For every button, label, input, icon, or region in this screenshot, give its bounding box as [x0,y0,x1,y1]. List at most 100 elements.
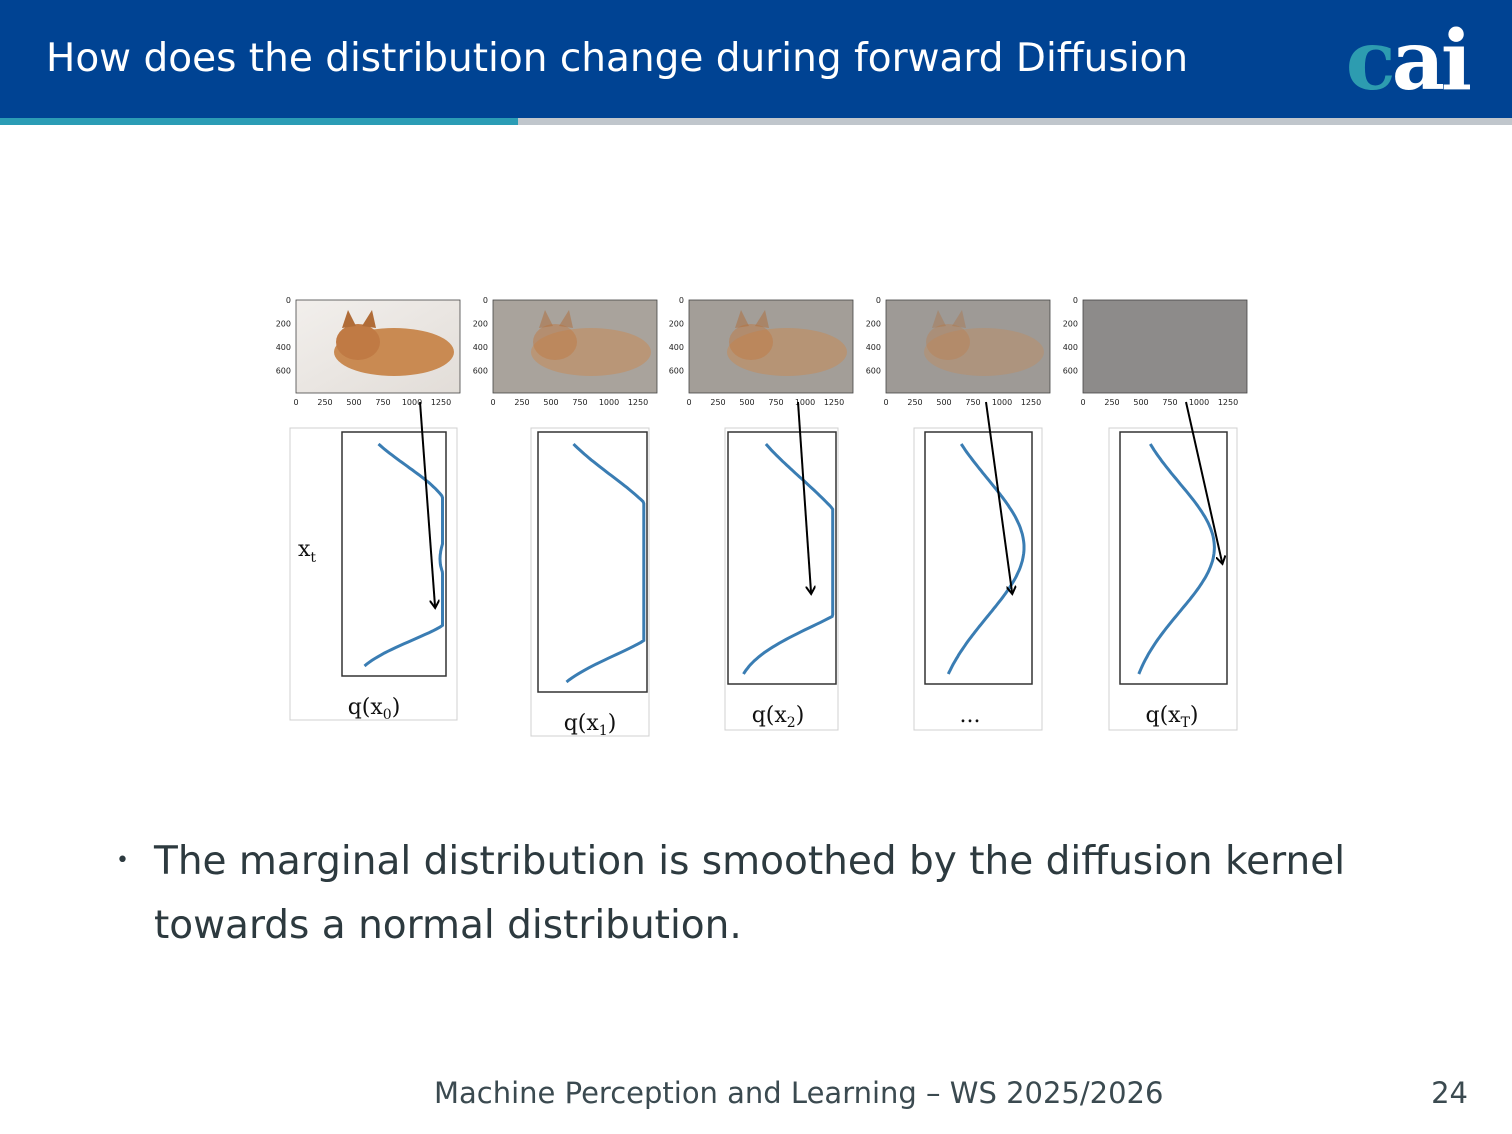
x-tick-label: 750 [965,398,980,407]
y-tick-label: 600 [669,367,684,376]
x-tick-label: 1250 [824,398,844,407]
density-curve [946,443,1026,675]
noisy-image-2: 0 200 400 600 0 250 500 750 1000 1250 [669,296,854,407]
label-close: ) [392,695,401,720]
x-tick-label: 750 [375,398,390,407]
y-tick-label: 400 [473,343,488,352]
label-main: q(x [752,703,788,728]
density-curve [1137,443,1216,675]
cai-logo: cai [1346,20,1472,102]
bullet-dot: • [116,848,129,873]
y-tick-label: 400 [669,343,684,352]
label-sub: 0 [383,707,392,723]
pixel-arrow [797,401,811,592]
x-tick-label: 1000 [1189,398,1209,407]
x-tick-label: 250 [514,398,529,407]
footer-course: Machine Perception and Learning – WS 202… [434,1076,1164,1110]
y-tick-label: 200 [866,320,881,329]
density-panel-1: q(x1) [530,427,650,739]
label-main: q(x [1145,703,1181,728]
y-tick-label: 400 [866,343,881,352]
y-tick-label: 0 [679,296,684,305]
label-sub: 1 [599,723,608,739]
panel-plot-frame [924,431,1033,685]
panel-outer-frame [530,427,650,737]
y-tick-label: 0 [286,296,291,305]
x-tick-label: 0 [1080,398,1085,407]
panel-label: q(x1) [564,711,617,739]
x-tick-label: 500 [739,398,754,407]
label-close: ) [796,703,805,728]
dog-ear [735,310,749,328]
panel-label: q(xT) [1145,703,1198,731]
x-tick-label: 500 [936,398,951,407]
density-panel-2: q(x2) [724,427,839,731]
dog-head [533,324,577,360]
panel-label: q(x2) [752,703,805,731]
dog-ear [342,310,356,328]
y-tick-label: 600 [1063,367,1078,376]
x-tick-label: 0 [293,398,298,407]
x-tick-label: 500 [543,398,558,407]
image-frame [1082,299,1248,394]
panel-plot-frame [1119,431,1228,685]
panel-outer-frame [289,427,458,721]
label-close: ) [608,711,617,736]
y-tick-label: 600 [866,367,881,376]
dog-ear [362,310,376,328]
dog-head [926,324,970,360]
panel-plot-frame [341,431,447,677]
y-tick-label: 200 [473,320,488,329]
x-tick-label: 1000 [599,398,619,407]
panel-outer-frame [913,427,1043,731]
x-tick-label: 750 [572,398,587,407]
x-tick-label: 750 [1162,398,1177,407]
dog-ear [539,310,553,328]
x-tick-label: 1000 [402,398,422,407]
panel-label: ... [960,703,981,728]
x-tick-label: 750 [768,398,783,407]
image-frame [885,299,1051,394]
x-tick-label: 1250 [1021,398,1041,407]
header-accent-bar [0,118,518,125]
x-tick-label: 1250 [1218,398,1238,407]
density-curve [742,442,835,675]
y-tick-label: 0 [483,296,488,305]
panel-plot-frame [727,431,837,685]
label-close: ) [1190,703,1199,728]
y-tick-label: 600 [276,367,291,376]
pixel-arrow [985,401,1012,592]
pixel-arrow [419,401,435,606]
y-tick-label: 400 [1063,343,1078,352]
dog-body [924,328,1044,376]
bullet-text: The marginal distribution is smoothed by… [154,839,1346,948]
panel-label: q(x0) [348,695,401,723]
x-tick-label: 250 [710,398,725,407]
noisy-image-0: 0 200 400 600 0 250 500 750 1000 1250 [276,296,461,407]
dog-head [336,324,380,360]
x-tick-label: 0 [490,398,495,407]
xt-sub: t [310,550,316,566]
xt-main: x [298,537,311,562]
x-tick-label: 1250 [431,398,451,407]
dog-ear [932,310,946,328]
x-tick-label: 500 [346,398,361,407]
x-tick-label: 1000 [992,398,1012,407]
label-sub: T [1181,715,1191,731]
label-main: q(x [564,711,600,736]
y-tick-label: 600 [473,367,488,376]
x-tick-label: 1000 [795,398,815,407]
x-tick-label: 250 [907,398,922,407]
slide-title: How does the distribution change during … [46,36,1189,81]
x-tick-label: 0 [883,398,888,407]
dog-head [729,324,773,360]
label-main: q(x [348,695,384,720]
noisy-image-1: 0 200 400 600 0 250 500 750 1000 1250 [473,296,658,407]
dog-ear [755,310,769,328]
density-panel-3: ... [913,427,1043,731]
density-panel-0: q(x0) [289,427,458,723]
y-tick-label: 0 [1073,296,1078,305]
page-number: 24 [1431,1076,1468,1110]
x-tick-label: 1250 [628,398,648,407]
